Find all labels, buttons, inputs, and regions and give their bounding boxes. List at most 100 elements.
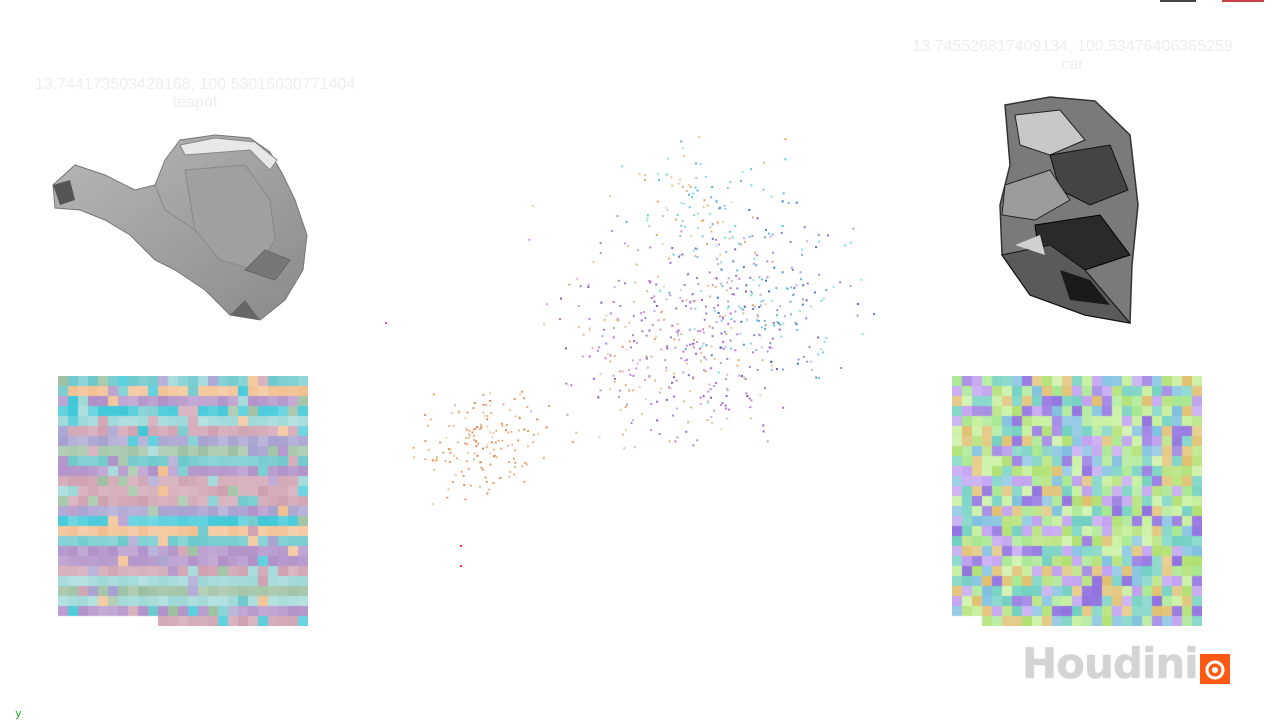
cloud-point [702, 395, 705, 398]
cloud-point [686, 344, 689, 347]
cloud-point [489, 463, 492, 466]
cloud-point [657, 173, 660, 176]
cloud-point [734, 225, 737, 227]
cloud-point [800, 278, 802, 281]
cloud-point [726, 307, 729, 310]
cloud-point [675, 329, 678, 332]
cloud-point [576, 277, 579, 280]
cloud-point [598, 436, 601, 439]
cloud-point [745, 392, 748, 395]
cloud-point [670, 336, 672, 339]
cloud-point [645, 398, 647, 401]
cloud-point [636, 362, 639, 365]
cloud-point [692, 346, 695, 349]
cloud-point [599, 252, 602, 255]
cloud-point [674, 346, 677, 349]
cloud-point [581, 355, 584, 358]
cloud-point [752, 308, 755, 310]
cloud-point [694, 255, 697, 258]
cloud-point [609, 312, 612, 315]
cloud-point [809, 305, 812, 308]
cloud-point [766, 350, 769, 353]
cloud-point [431, 503, 434, 506]
cloud-point [604, 357, 607, 360]
cloud-point [722, 347, 725, 350]
cloud-point [613, 355, 616, 358]
cloud-point [702, 219, 705, 222]
cloud-point [730, 347, 733, 350]
cloud-point [752, 351, 755, 354]
top-button-right[interactable] [1222, 0, 1264, 2]
cloud-point [688, 184, 690, 186]
cloud-point [566, 413, 569, 416]
cloud-point [501, 425, 504, 427]
cloud-point [693, 339, 695, 341]
cloud-point [489, 391, 492, 394]
cloud-point [617, 396, 620, 399]
cloud-point [530, 410, 532, 413]
cloud-point [782, 322, 785, 325]
cloud-point [738, 242, 741, 245]
cloud-point [715, 244, 718, 247]
cloud-point [745, 284, 748, 287]
cloud-point [750, 294, 753, 297]
cloud-point [679, 178, 681, 181]
cloud-point [763, 387, 766, 390]
cloud-point [805, 299, 808, 302]
top-button-left[interactable] [1160, 0, 1196, 2]
cloud-point [630, 422, 633, 424]
cloud-point [801, 248, 804, 251]
cloud-point [706, 243, 708, 246]
cloud-point [648, 376, 651, 379]
cloud-point [791, 268, 794, 271]
cloud-point [782, 192, 785, 195]
cloud-point [570, 384, 573, 387]
cloud-point [632, 419, 634, 422]
cloud-point [518, 429, 520, 432]
cloud-point [613, 327, 616, 329]
cloud-point [803, 226, 806, 229]
cloud-point [513, 398, 516, 401]
cloud-point [818, 240, 821, 243]
cloud-point [703, 199, 706, 202]
cloud-point [504, 429, 507, 432]
cloud-point [483, 415, 486, 418]
cloud-point [782, 406, 785, 409]
cloud-point [715, 321, 718, 324]
cloud-point [772, 321, 775, 324]
cloud-point [466, 411, 469, 414]
cloud-point [860, 278, 863, 281]
cloud-point [798, 310, 801, 312]
cloud-point [731, 236, 734, 239]
cloud-point [456, 441, 459, 444]
cloud-point [756, 217, 759, 220]
cloud-point [678, 254, 681, 257]
cloud-point [628, 340, 631, 343]
cloud-point [709, 226, 712, 229]
cloud-point [720, 261, 723, 264]
cloud-point [822, 351, 825, 354]
cloud-point [700, 298, 703, 301]
cloud-point [784, 315, 786, 318]
cloud-point [789, 241, 792, 243]
cloud-point [697, 283, 700, 285]
axis-y-label: y [15, 707, 22, 720]
cloud-point [466, 443, 468, 446]
cloud-point [686, 362, 688, 365]
cloud-point [632, 315, 635, 318]
cloud-point [815, 376, 818, 379]
cloud-point [624, 325, 627, 328]
cloud-point [482, 447, 484, 450]
cloud-point [512, 457, 515, 460]
cloud-point [473, 438, 476, 441]
cloud-point [680, 224, 683, 227]
cloud-point [710, 196, 713, 199]
cloud-point [714, 285, 717, 288]
cloud-point [601, 335, 604, 338]
cloud-point [805, 317, 808, 320]
cloud-point [699, 347, 702, 350]
cloud-point [795, 201, 798, 204]
cloud-point [650, 403, 653, 405]
cloud-point [748, 209, 751, 211]
cloud-point [536, 418, 539, 421]
